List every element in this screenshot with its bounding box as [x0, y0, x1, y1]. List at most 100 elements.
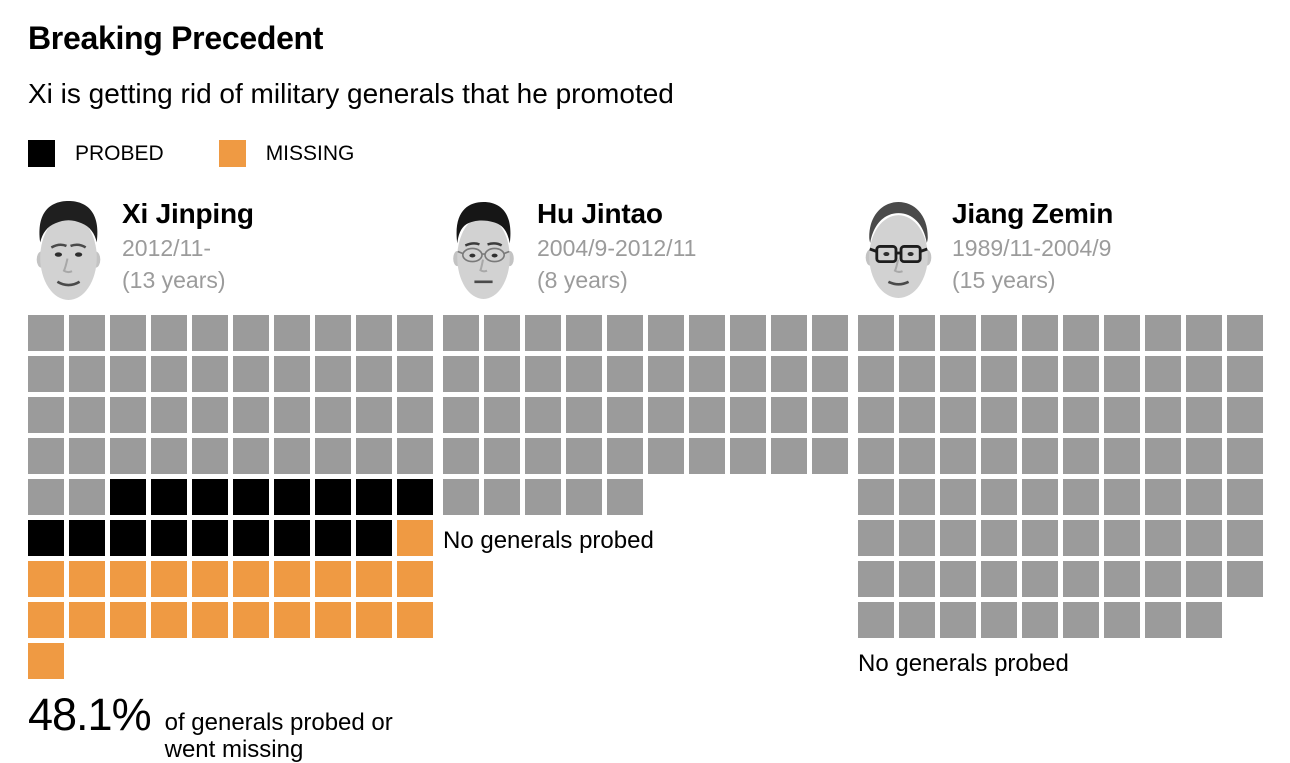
waffle-cell-general: [1063, 520, 1099, 557]
waffle-cell-general: [1227, 520, 1263, 557]
waffle-cell-missing: [315, 561, 351, 598]
waffle-cell-general: [1063, 315, 1099, 352]
waffle-grid: [858, 315, 1263, 639]
waffle-cell-general: [28, 479, 64, 516]
waffle-cell-probed: [110, 520, 146, 557]
waffle-cell-general: [192, 397, 228, 434]
waffle-cell-general: [566, 356, 602, 393]
waffle-cell-probed: [356, 479, 392, 516]
xi-jinping-photo: [35, 200, 102, 302]
waffle-cell-general: [1063, 479, 1099, 516]
waffle-cell-missing: [274, 561, 310, 598]
waffle-cell-probed: [192, 479, 228, 516]
waffle-cell-general: [858, 602, 894, 639]
waffle-cell-general: [315, 356, 351, 393]
waffle-cell-general: [566, 397, 602, 434]
waffle-cell-general: [981, 479, 1017, 516]
waffle-cell-general: [607, 315, 643, 352]
waffle-cell-probed: [315, 479, 351, 516]
panel-header: Jiang Zemin 1989/11-2004/9 (15 years): [858, 197, 1263, 304]
waffle-cell-general: [1227, 315, 1263, 352]
waffle-cell-general: [1022, 438, 1058, 475]
waffle-cell-general: [525, 315, 561, 352]
waffle-cell-general: [233, 438, 269, 475]
waffle-cell-general: [1022, 520, 1058, 557]
waffle-cell-missing: [233, 602, 269, 639]
waffle-cell-general: [233, 315, 269, 352]
waffle-cell-general: [1186, 602, 1222, 639]
waffle-cell-missing: [397, 520, 433, 557]
waffle-cell-general: [274, 356, 310, 393]
waffle-cell-missing: [397, 561, 433, 598]
waffle-cell-probed: [110, 479, 146, 516]
waffle-cell-general: [151, 356, 187, 393]
waffle-cell-general: [566, 479, 602, 516]
legend-item-probed: PROBED: [28, 140, 164, 168]
waffle-cell-general: [648, 397, 684, 434]
waffle-cell-general: [858, 397, 894, 434]
waffle-panels: Xi Jinping 2012/11- (13 years) 48.1% of …: [28, 197, 1263, 763]
waffle-cell-general: [981, 315, 1017, 352]
waffle-cell-general: [899, 479, 935, 516]
waffle-cell-missing: [274, 602, 310, 639]
waffle-cell-probed: [315, 520, 351, 557]
waffle-cell-general: [940, 479, 976, 516]
chart-title: Breaking Precedent: [28, 20, 324, 56]
waffle-cell-general: [484, 479, 520, 516]
waffle-cell-missing: [28, 602, 64, 639]
waffle-cell-general: [1063, 602, 1099, 639]
waffle-cell-general: [151, 315, 187, 352]
waffle-grid: [28, 315, 433, 680]
waffle-cell-general: [607, 438, 643, 475]
leader-period: 2004/9-2012/11: [537, 234, 697, 261]
waffle-cell-general: [771, 438, 807, 475]
legend-swatch-missing: [218, 140, 246, 168]
waffle-cell-general: [771, 397, 807, 434]
annotation-text: No generals probed: [443, 527, 654, 555]
waffle-cell-general: [1145, 438, 1181, 475]
waffle-cell-general: [69, 479, 105, 516]
waffle-cell-general: [899, 315, 935, 352]
waffle-cell-general: [443, 315, 479, 352]
panel-header: Hu Jintao 2004/9-2012/11 (8 years): [443, 197, 848, 304]
leader-tenure: (8 years): [537, 267, 628, 294]
annotation-text: No generals probed: [858, 650, 1069, 678]
waffle-cell-general: [730, 397, 766, 434]
waffle-cell-general: [940, 356, 976, 393]
waffle-cell-general: [397, 438, 433, 475]
waffle-cell-general: [1063, 438, 1099, 475]
waffle-cell-general: [443, 438, 479, 475]
waffle-cell-general: [1186, 479, 1222, 516]
jiang-zemin-photo: [864, 201, 933, 300]
waffle-cell-general: [1104, 356, 1140, 393]
annotation-text: of generals probed or went missing: [164, 709, 393, 763]
waffle-cell-general: [566, 438, 602, 475]
waffle-cell-general: [981, 520, 1017, 557]
waffle-cell-general: [1145, 315, 1181, 352]
waffle-cell-general: [315, 315, 351, 352]
waffle-cell-general: [1063, 356, 1099, 393]
waffle-cell-general: [689, 315, 725, 352]
waffle-cell-general: [981, 561, 1017, 598]
waffle-cell-general: [110, 397, 146, 434]
waffle-cell-general: [1145, 602, 1181, 639]
waffle-cell-general: [397, 397, 433, 434]
leader-panel-hu-jintao: Hu Jintao 2004/9-2012/11 (8 years) No ge…: [443, 197, 848, 554]
waffle-grid: [443, 315, 848, 516]
waffle-cell-general: [484, 438, 520, 475]
waffle-cell-missing: [233, 561, 269, 598]
waffle-cell-general: [397, 356, 433, 393]
leader-name: Jiang Zemin: [952, 198, 1114, 230]
leader-panel-xi-jinping: Xi Jinping 2012/11- (13 years) 48.1% of …: [28, 197, 433, 763]
leader-name: Xi Jinping: [122, 198, 254, 230]
waffle-cell-general: [356, 315, 392, 352]
leader-tenure: (13 years): [122, 267, 226, 294]
waffle-cell-general: [1186, 438, 1222, 475]
waffle-cell-general: [233, 397, 269, 434]
leader-name: Hu Jintao: [537, 198, 663, 230]
waffle-cell-general: [1104, 561, 1140, 598]
waffle-cell-general: [1186, 315, 1222, 352]
waffle-cell-probed: [274, 520, 310, 557]
waffle-cell-general: [1104, 438, 1140, 475]
